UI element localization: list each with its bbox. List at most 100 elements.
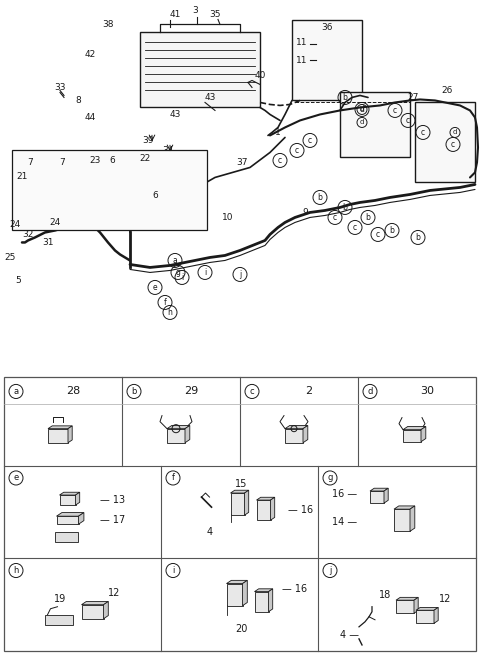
Text: a: a <box>173 256 178 265</box>
Text: f: f <box>171 474 175 483</box>
Text: 30: 30 <box>420 386 434 396</box>
Text: 2: 2 <box>305 386 312 396</box>
Text: 40: 40 <box>254 71 266 80</box>
Polygon shape <box>242 580 247 606</box>
Text: 44: 44 <box>84 113 96 122</box>
Polygon shape <box>60 495 75 505</box>
Text: d: d <box>453 130 457 136</box>
Text: 37: 37 <box>236 158 248 167</box>
Text: d: d <box>360 105 364 114</box>
Polygon shape <box>370 488 388 491</box>
Text: — 17: — 17 <box>100 515 126 525</box>
Text: c: c <box>376 230 380 239</box>
Text: b: b <box>360 107 364 113</box>
Polygon shape <box>421 426 426 441</box>
Text: 4 —: 4 — <box>340 630 359 640</box>
Text: 6: 6 <box>109 156 115 165</box>
Text: b: b <box>390 226 395 235</box>
Text: 5: 5 <box>15 276 21 285</box>
Text: 31: 31 <box>42 238 54 247</box>
Text: 19: 19 <box>54 593 67 604</box>
Text: 9: 9 <box>302 208 308 217</box>
Text: 20: 20 <box>235 624 248 634</box>
Text: c: c <box>295 146 299 155</box>
Text: g: g <box>176 268 180 277</box>
Text: 28: 28 <box>66 386 80 396</box>
Polygon shape <box>104 601 108 619</box>
Polygon shape <box>48 428 68 443</box>
Text: 29: 29 <box>184 386 198 396</box>
Text: 24: 24 <box>10 220 21 229</box>
Text: c: c <box>393 106 397 115</box>
Polygon shape <box>82 601 108 605</box>
Text: 32: 32 <box>22 230 34 239</box>
Polygon shape <box>55 533 77 542</box>
Text: i: i <box>172 566 174 575</box>
Polygon shape <box>271 497 275 520</box>
Text: c: c <box>308 136 312 145</box>
Polygon shape <box>396 597 418 600</box>
Polygon shape <box>57 516 79 524</box>
Text: 16 —: 16 — <box>332 489 357 499</box>
Polygon shape <box>414 597 418 613</box>
Text: c: c <box>406 116 410 125</box>
Polygon shape <box>48 426 72 428</box>
Polygon shape <box>384 488 388 503</box>
Polygon shape <box>82 605 104 619</box>
Polygon shape <box>227 580 247 584</box>
Text: 4: 4 <box>206 527 213 537</box>
FancyBboxPatch shape <box>292 20 362 100</box>
Text: i: i <box>181 273 183 282</box>
Polygon shape <box>416 607 438 610</box>
Polygon shape <box>370 491 384 503</box>
Text: 11: 11 <box>296 56 308 65</box>
Polygon shape <box>230 493 244 515</box>
Polygon shape <box>68 426 72 443</box>
Polygon shape <box>416 610 434 624</box>
Polygon shape <box>254 589 273 591</box>
Text: 6: 6 <box>152 191 158 200</box>
FancyBboxPatch shape <box>4 377 476 651</box>
Text: c: c <box>333 213 337 222</box>
Polygon shape <box>75 493 80 505</box>
Text: 27: 27 <box>408 93 419 102</box>
Text: b: b <box>366 213 371 222</box>
Text: 43: 43 <box>169 110 180 119</box>
Text: 1: 1 <box>275 128 281 137</box>
Text: 26: 26 <box>441 86 453 95</box>
Polygon shape <box>185 426 190 443</box>
Text: 33: 33 <box>54 83 66 92</box>
Text: h: h <box>168 308 172 317</box>
Polygon shape <box>256 500 271 520</box>
Text: b: b <box>318 193 323 202</box>
Polygon shape <box>396 600 414 613</box>
Polygon shape <box>403 426 426 430</box>
Text: 12: 12 <box>108 588 120 597</box>
Text: d: d <box>360 119 364 126</box>
Text: b: b <box>343 203 348 212</box>
Text: c: c <box>421 128 425 137</box>
Text: i: i <box>204 268 206 277</box>
Polygon shape <box>410 506 415 531</box>
Polygon shape <box>45 615 72 625</box>
Text: 25: 25 <box>4 253 16 262</box>
Polygon shape <box>167 426 190 428</box>
FancyBboxPatch shape <box>140 33 260 107</box>
Text: 36: 36 <box>321 23 333 32</box>
Text: 21: 21 <box>16 172 28 181</box>
Text: c: c <box>250 387 254 396</box>
Text: 24: 24 <box>49 218 60 227</box>
Text: c: c <box>278 156 282 165</box>
Polygon shape <box>167 428 185 443</box>
Polygon shape <box>227 584 242 606</box>
Text: g: g <box>327 474 333 483</box>
Polygon shape <box>434 607 438 624</box>
Text: j: j <box>329 566 331 575</box>
Text: 22: 22 <box>139 154 151 163</box>
Polygon shape <box>254 591 268 612</box>
Polygon shape <box>230 490 249 493</box>
Text: f: f <box>164 298 167 307</box>
Polygon shape <box>60 493 80 495</box>
Text: — 13: — 13 <box>100 495 126 505</box>
Text: d: d <box>367 387 372 396</box>
